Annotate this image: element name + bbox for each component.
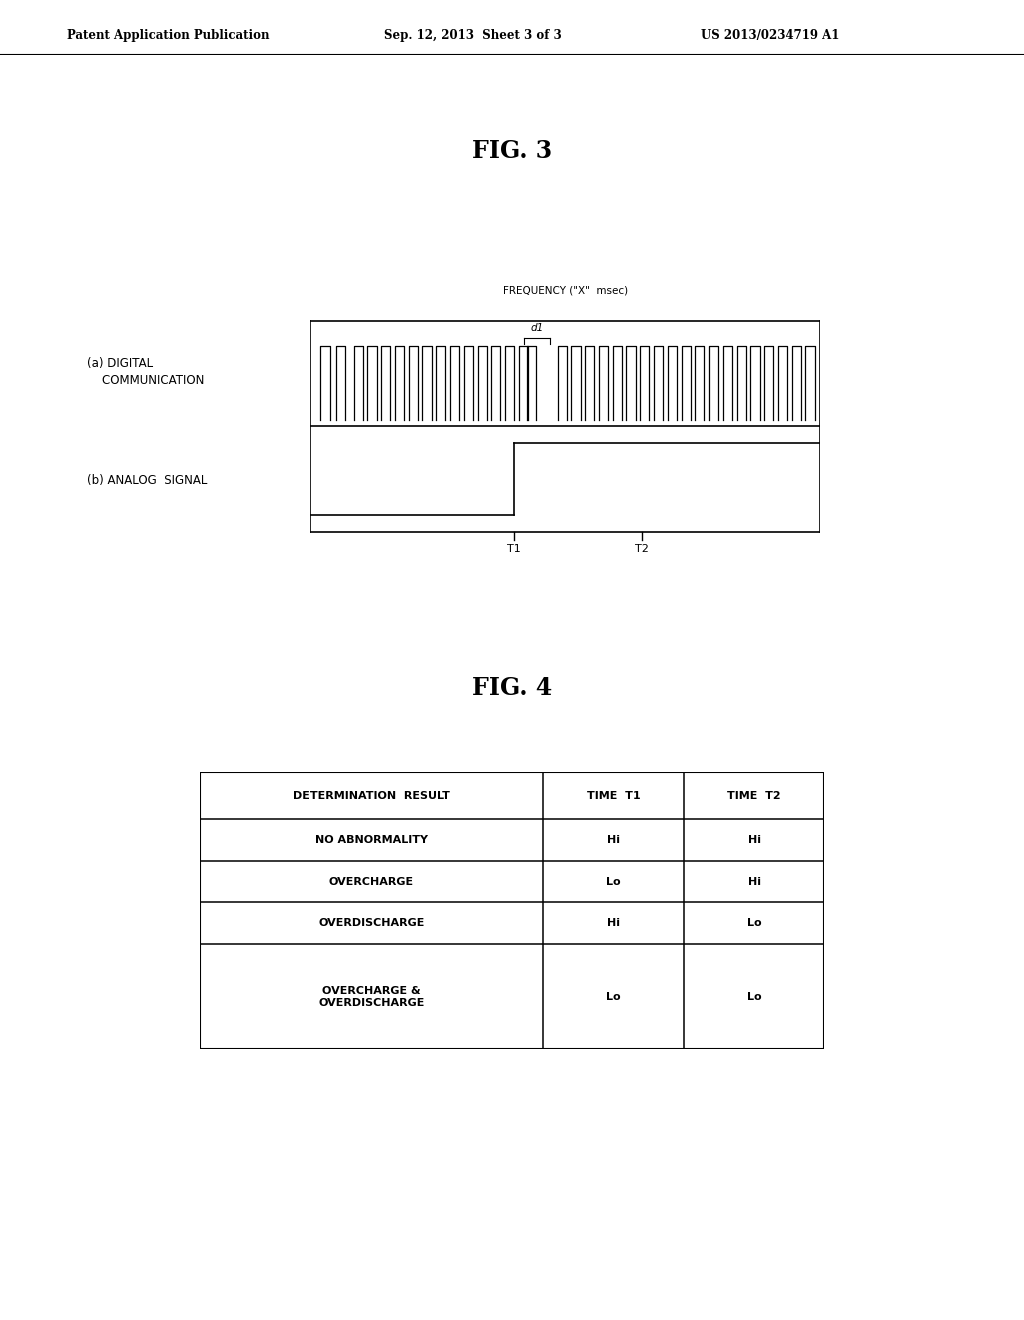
Text: FIG. 4: FIG. 4 bbox=[472, 676, 552, 700]
Text: Lo: Lo bbox=[746, 991, 762, 1002]
Text: Sep. 12, 2013  Sheet 3 of 3: Sep. 12, 2013 Sheet 3 of 3 bbox=[384, 29, 562, 42]
Text: FREQUENCY ("X"  msec): FREQUENCY ("X" msec) bbox=[503, 285, 628, 296]
Text: FIG. 3: FIG. 3 bbox=[472, 139, 552, 162]
Text: OVERCHARGE &
OVERDISCHARGE: OVERCHARGE & OVERDISCHARGE bbox=[318, 986, 425, 1007]
Text: Hi: Hi bbox=[607, 919, 620, 928]
Text: T2: T2 bbox=[635, 544, 648, 554]
Text: Lo: Lo bbox=[606, 876, 621, 887]
Text: d1: d1 bbox=[530, 323, 544, 334]
Text: Hi: Hi bbox=[607, 836, 620, 845]
Text: TIME  T2: TIME T2 bbox=[727, 791, 781, 801]
Text: (b) ANALOG  SIGNAL: (b) ANALOG SIGNAL bbox=[87, 474, 208, 487]
Text: DETERMINATION  RESULT: DETERMINATION RESULT bbox=[293, 791, 450, 801]
Text: Hi: Hi bbox=[748, 836, 761, 845]
Text: OVERDISCHARGE: OVERDISCHARGE bbox=[318, 919, 425, 928]
Text: Hi: Hi bbox=[748, 876, 761, 887]
Text: OVERCHARGE: OVERCHARGE bbox=[329, 876, 414, 887]
Text: Lo: Lo bbox=[606, 991, 621, 1002]
Text: US 2013/0234719 A1: US 2013/0234719 A1 bbox=[701, 29, 840, 42]
Text: T1: T1 bbox=[507, 544, 521, 554]
Text: Lo: Lo bbox=[746, 919, 762, 928]
Text: NO ABNORMALITY: NO ABNORMALITY bbox=[315, 836, 428, 845]
Text: (a) DIGITAL
    COMMUNICATION: (a) DIGITAL COMMUNICATION bbox=[87, 358, 205, 387]
Text: Patent Application Publication: Patent Application Publication bbox=[67, 29, 269, 42]
Text: TIME  T1: TIME T1 bbox=[587, 791, 640, 801]
